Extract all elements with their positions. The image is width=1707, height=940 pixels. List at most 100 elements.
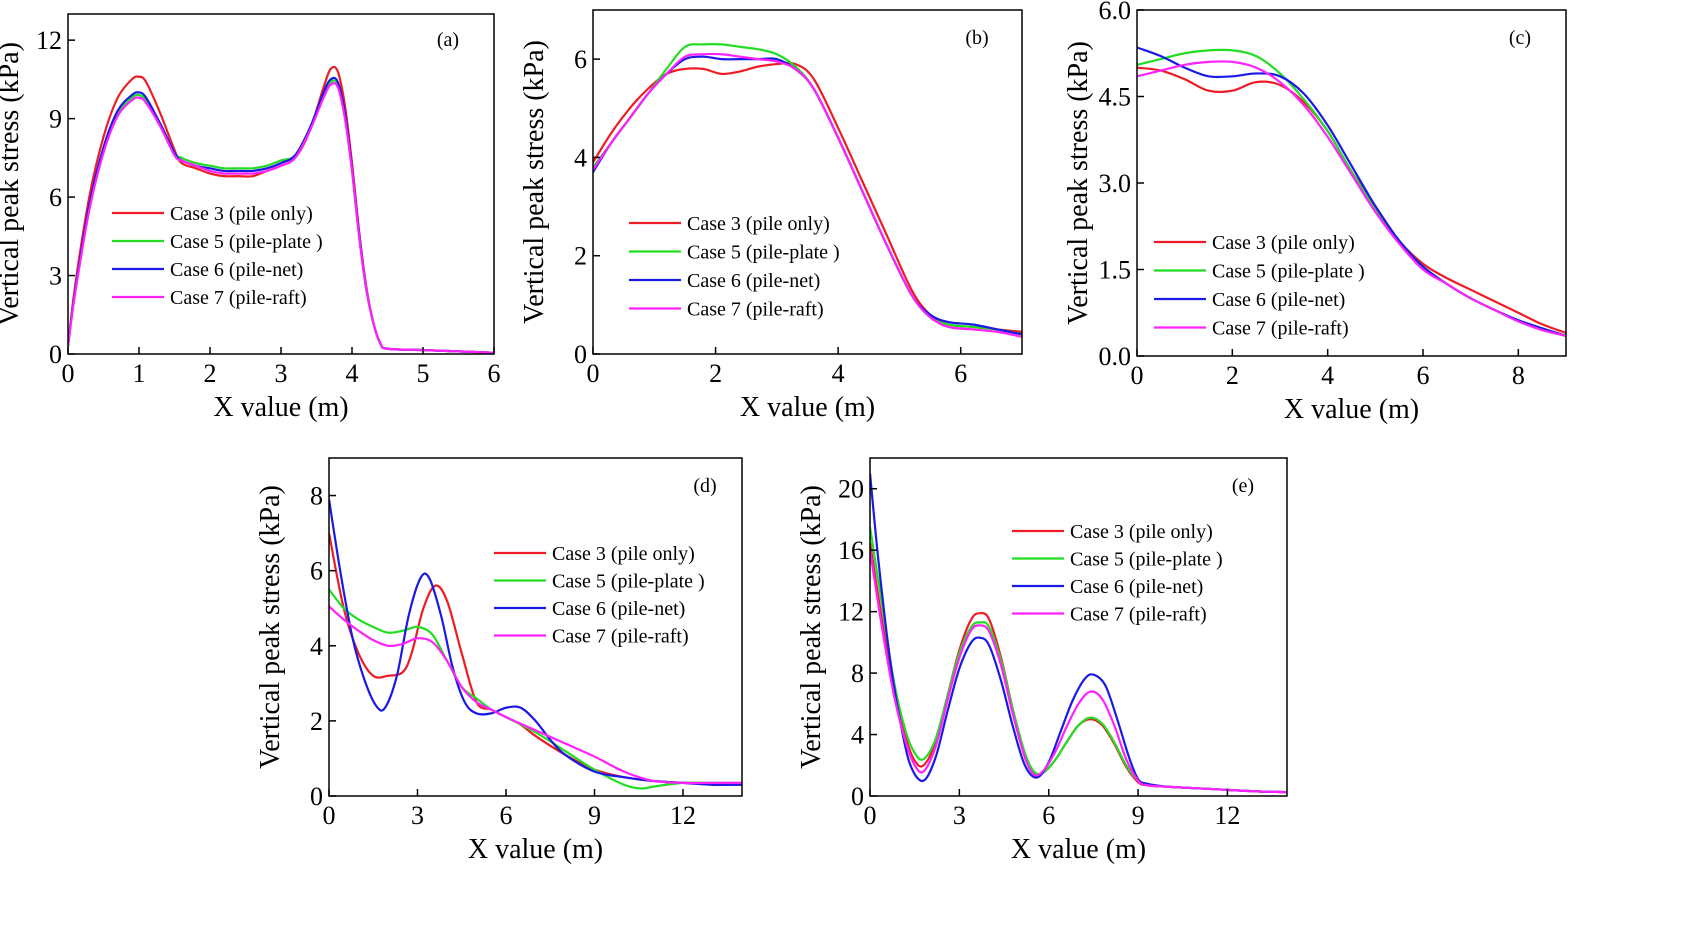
legend-label: Case 6 (pile-net) [1070,576,1203,598]
legend-label: Case 5 (pile-plate ) [552,571,705,593]
x-tick-label: 8 [1512,361,1525,390]
legend-label: Case 3 (pile only) [552,543,695,565]
legend-label: Case 6 (pile-net) [1212,289,1345,311]
x-tick-label: 5 [417,359,430,388]
legend-label: Case 3 (pile only) [1212,232,1355,254]
y-tick-label: 6.0 [1099,0,1132,25]
x-tick-label: 1 [133,359,146,388]
y-tick-label: 2 [310,707,323,736]
series-line-case3 [1137,66,1566,334]
series-line-case7 [68,82,494,354]
series-line-case6 [1137,46,1566,337]
series-group [68,65,494,354]
y-tick-label: 3.0 [1099,169,1132,198]
legend-label: Case 3 (pile only) [170,203,313,225]
series-line-case6 [329,499,742,786]
x-tick-label: 3 [275,359,288,388]
legend: Case 3 (pile only) Case 5 (pile-plate ) Ca… [112,203,323,309]
x-tick-label: 9 [588,801,601,830]
chart-panel-c: 0 2 4 6 8 0.0 1.5 3.0 4.5 6.0 X value (m) Vertical … [1063,0,1567,425]
series-line-case6 [593,55,1022,336]
y-tick-label: 4 [851,721,864,750]
y-axis-title: Vertical peak stress (kPa) [1063,41,1094,325]
x-tick-label: 6 [500,801,513,830]
series-line-case7 [870,550,1287,794]
legend-label: Case 6 (pile-net) [552,598,685,620]
legend-label: Case 5 (pile-plate ) [1070,549,1223,571]
series-line-case7 [593,52,1022,338]
y-tick-label: 16 [838,536,864,565]
y-tick-label: 12 [838,598,864,627]
panel-label: (e) [1232,475,1254,497]
x-tick-label: 0 [864,801,877,830]
y-tick-label: 8 [310,482,323,511]
x-axis-title: X value (m) [1284,394,1419,425]
panel-label: (d) [693,475,716,497]
y-tick-label: 8 [851,659,864,688]
x-tick-label: 0 [1131,361,1144,390]
x-tick-label: 6 [488,359,501,388]
y-tick-label: 4 [574,143,587,172]
y-tick-label: 3 [49,262,62,291]
x-tick-label: 2 [204,359,217,388]
series-group [593,42,1022,338]
x-tick-label: 4 [832,359,845,388]
panel-label: (b) [965,27,988,49]
legend: Case 3 (pile only) Case 5 (pile-plate ) Ca… [1012,521,1223,626]
x-axis-title: X value (m) [740,392,875,423]
y-tick-label: 0 [49,340,62,369]
y-tick-label: 0 [851,782,864,811]
legend-label: Case 5 (pile-plate ) [1212,261,1365,283]
y-axis-title: Vertical peak stress (kPa) [796,485,827,769]
x-axis-title: X value (m) [213,392,348,423]
x-tick-label: 6 [1417,361,1430,390]
y-tick-label: 12 [36,26,62,55]
x-tick-label: 12 [1214,801,1240,830]
y-tick-label: 6 [574,45,587,74]
y-tick-label: 6 [49,183,62,212]
legend-label: Case 7 (pile-raft) [687,299,824,321]
series-line-case7 [1137,60,1566,337]
legend: Case 3 (pile only) Case 5 (pile-plate ) Ca… [1154,232,1365,340]
chart-panel-b: 0 2 4 6 0 2 4 6 X value (m) Vertical peak stress … [519,9,1023,423]
x-tick-label: 2 [709,359,722,388]
series-line-case5 [1137,48,1566,337]
series-group [1137,46,1566,337]
x-tick-label: 12 [670,801,696,830]
y-tick-label: 6 [310,557,323,586]
x-axis-title: X value (m) [1011,834,1146,865]
legend-label: Case 6 (pile-net) [170,259,303,281]
x-tick-label: 9 [1132,801,1145,830]
legend-label: Case 7 (pile-raft) [552,626,689,648]
chart-panel-e: 0 3 6 9 12 0 4 8 12 16 20 X value (m) Vertical peak … [796,457,1288,865]
y-tick-label: 0 [574,340,587,369]
x-tick-label: 2 [1226,361,1239,390]
y-tick-label: 20 [838,475,864,504]
x-tick-label: 0 [62,359,75,388]
series-group [870,473,1287,794]
y-tick-label: 4 [310,632,323,661]
y-tick-label: 0.0 [1099,342,1132,371]
plot-frame [328,457,743,797]
x-tick-label: 0 [587,359,600,388]
x-axis-title: X value (m) [468,834,603,865]
legend-label: Case 5 (pile-plate ) [170,231,323,253]
plot-frame [869,457,1288,797]
plot-frame [592,9,1023,355]
legend-label: Case 5 (pile-plate ) [687,242,840,264]
series-line-case5 [329,588,742,790]
x-tick-label: 3 [411,801,424,830]
legend-label: Case 3 (pile only) [687,213,830,235]
y-axis-title: Vertical peak stress (kPa) [519,40,550,324]
y-tick-label: 2 [574,242,587,271]
legend-label: Case 6 (pile-net) [687,270,820,292]
series-line-case7 [329,605,742,785]
y-axis-title: Vertical peak stress (kPa) [255,485,286,769]
panel-label: (a) [437,29,459,51]
legend-label: Case 3 (pile only) [1070,521,1213,543]
y-tick-label: 9 [49,105,62,134]
series-group [329,499,742,790]
x-tick-label: 4 [346,359,359,388]
